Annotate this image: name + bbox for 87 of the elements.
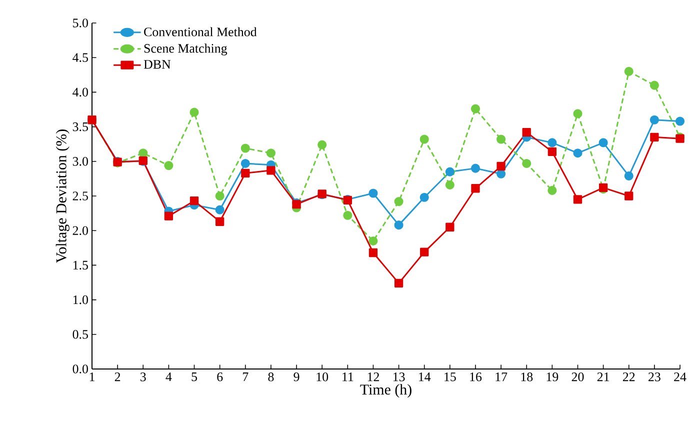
point <box>266 148 276 158</box>
y-tick-label: 3.0 <box>72 157 88 166</box>
point <box>548 138 557 148</box>
x-tick-label: 15 <box>444 372 456 382</box>
point <box>420 134 429 144</box>
x-tick-label: 5 <box>192 372 197 382</box>
point <box>164 161 174 170</box>
x-tick-label: 18 <box>521 372 533 382</box>
x-tick-label: 24 <box>674 372 686 382</box>
point <box>190 196 199 206</box>
x-tick-label: 21 <box>597 372 610 382</box>
legend-label: Conventional Method <box>144 27 257 36</box>
x-tick-label: 8 <box>268 372 274 382</box>
point <box>624 66 634 76</box>
point <box>650 80 659 90</box>
point <box>215 217 224 226</box>
point <box>522 128 531 137</box>
x-tick-label: 11 <box>342 372 354 382</box>
x-tick-label: 2 <box>114 372 120 382</box>
x-tick-label: 12 <box>368 372 379 382</box>
x-tick-label: 19 <box>546 372 558 382</box>
point <box>471 184 480 193</box>
point <box>368 248 378 258</box>
x-tick-label: 22 <box>622 372 635 382</box>
x-tick-label: 20 <box>572 372 584 382</box>
x-tick-label: 14 <box>419 372 431 382</box>
y-tick-label: 2.5 <box>72 192 88 200</box>
x-tick-label: 7 <box>243 372 248 381</box>
y-tick-label: 0.5 <box>72 330 88 339</box>
point <box>573 109 582 118</box>
x-tick-label: 10 <box>316 372 328 382</box>
point <box>598 138 608 148</box>
point <box>368 188 378 198</box>
point <box>420 248 429 256</box>
point <box>394 197 404 206</box>
x-tick-label: 17 <box>496 372 508 382</box>
point <box>496 134 506 144</box>
point <box>215 205 224 214</box>
point <box>548 147 557 156</box>
point <box>624 171 634 180</box>
point <box>190 108 199 117</box>
point <box>650 132 659 142</box>
legend-label: Scene Matching <box>144 44 228 56</box>
x-tick-label: 16 <box>470 372 482 382</box>
point <box>240 144 250 153</box>
y-tick-label: 4.0 <box>72 88 88 97</box>
point <box>624 192 634 200</box>
y-axis-title: Voltage Deviation (%) <box>56 130 70 263</box>
point <box>445 167 454 176</box>
point <box>394 278 404 288</box>
y-tick-label: 1.5 <box>73 260 88 270</box>
y-tick-label: 1.0 <box>73 295 88 304</box>
point <box>496 162 506 171</box>
y-tick-label: 3.5 <box>72 122 88 132</box>
point <box>215 191 224 201</box>
x-tick-label: 23 <box>648 372 660 382</box>
point <box>394 220 404 230</box>
point <box>318 140 327 150</box>
y-tick-label: 2.0 <box>72 226 88 236</box>
point <box>470 104 480 114</box>
x-tick-label: 4 <box>166 372 172 382</box>
x-tick-label: 3 <box>140 372 146 382</box>
point <box>343 210 352 220</box>
x-tick-label: 9 <box>294 372 300 382</box>
x-tick-label: 6 <box>217 372 223 382</box>
y-tick-label: 5.0 <box>73 18 88 28</box>
point <box>522 158 532 168</box>
x-axis-title: Time (h) <box>360 384 412 398</box>
y-tick-label: 0.0 <box>72 364 88 374</box>
point <box>266 166 276 175</box>
point <box>675 116 685 126</box>
point <box>445 180 454 190</box>
y-tick-label: 4.5 <box>72 53 88 62</box>
x-tick-label: 13 <box>393 372 405 382</box>
legend-label: DBN <box>144 60 171 69</box>
point <box>548 186 557 195</box>
point <box>446 222 454 232</box>
point <box>420 192 429 202</box>
point <box>164 212 174 220</box>
point <box>240 158 250 168</box>
point <box>650 115 659 124</box>
x-tick-label: 1 <box>90 372 94 382</box>
point <box>368 236 378 246</box>
point <box>573 195 582 204</box>
point <box>573 148 582 158</box>
point <box>241 168 250 178</box>
point <box>470 164 480 173</box>
